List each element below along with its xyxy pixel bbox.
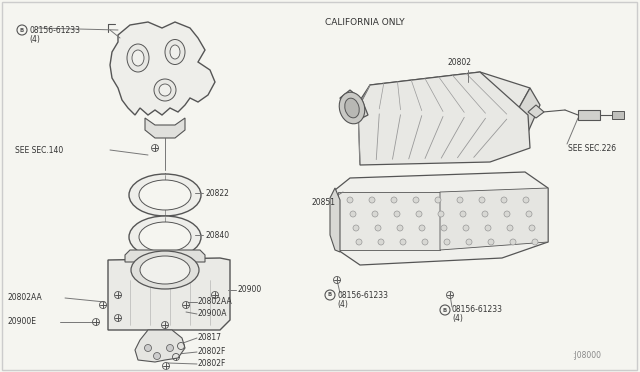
Ellipse shape <box>170 45 180 59</box>
Ellipse shape <box>127 44 149 72</box>
Ellipse shape <box>416 211 422 217</box>
Polygon shape <box>108 258 230 330</box>
Ellipse shape <box>438 211 444 217</box>
Polygon shape <box>110 22 215 115</box>
Text: 20851: 20851 <box>312 198 336 206</box>
Ellipse shape <box>463 225 469 231</box>
Ellipse shape <box>129 174 201 216</box>
Polygon shape <box>145 118 185 138</box>
Ellipse shape <box>159 84 171 96</box>
Ellipse shape <box>394 211 400 217</box>
Ellipse shape <box>441 225 447 231</box>
Text: 20817: 20817 <box>198 334 222 343</box>
Text: 20900A: 20900A <box>198 310 227 318</box>
Polygon shape <box>125 250 205 262</box>
Text: 20802F: 20802F <box>198 347 227 356</box>
Ellipse shape <box>526 211 532 217</box>
Ellipse shape <box>507 225 513 231</box>
Text: 08156-61233: 08156-61233 <box>29 26 80 35</box>
Polygon shape <box>335 172 548 265</box>
Polygon shape <box>440 188 548 250</box>
Text: 20900: 20900 <box>238 285 262 295</box>
Ellipse shape <box>391 197 397 203</box>
Text: SEE SEC.226: SEE SEC.226 <box>568 144 616 153</box>
Ellipse shape <box>529 225 535 231</box>
Ellipse shape <box>339 92 365 124</box>
FancyBboxPatch shape <box>578 110 600 120</box>
Ellipse shape <box>140 256 190 284</box>
Ellipse shape <box>479 197 485 203</box>
Text: 20900E: 20900E <box>8 317 37 327</box>
Text: SEE SEC.140: SEE SEC.140 <box>15 145 63 154</box>
Ellipse shape <box>523 197 529 203</box>
Ellipse shape <box>501 197 507 203</box>
Ellipse shape <box>504 211 510 217</box>
Text: B: B <box>20 28 24 32</box>
Ellipse shape <box>154 79 176 101</box>
Ellipse shape <box>356 239 362 245</box>
Ellipse shape <box>457 197 463 203</box>
Ellipse shape <box>139 180 191 210</box>
Polygon shape <box>358 72 530 165</box>
Text: 20802: 20802 <box>448 58 472 67</box>
Polygon shape <box>515 88 540 132</box>
Ellipse shape <box>444 239 450 245</box>
Text: B: B <box>443 308 447 312</box>
Ellipse shape <box>139 222 191 252</box>
Ellipse shape <box>165 39 185 64</box>
Text: :J08000: :J08000 <box>572 350 601 359</box>
Ellipse shape <box>400 239 406 245</box>
Ellipse shape <box>375 225 381 231</box>
Text: 08156-61233: 08156-61233 <box>452 305 503 314</box>
Text: CALIFORNIA ONLY: CALIFORNIA ONLY <box>325 17 404 26</box>
Polygon shape <box>330 188 340 252</box>
Polygon shape <box>338 192 440 250</box>
Text: 20822: 20822 <box>205 189 229 198</box>
Ellipse shape <box>166 344 173 352</box>
Ellipse shape <box>460 211 466 217</box>
Ellipse shape <box>129 216 201 258</box>
Ellipse shape <box>131 251 199 289</box>
Ellipse shape <box>372 211 378 217</box>
Ellipse shape <box>397 225 403 231</box>
Text: (4): (4) <box>29 35 40 44</box>
Text: B: B <box>328 292 332 298</box>
Ellipse shape <box>345 98 359 118</box>
FancyBboxPatch shape <box>612 111 624 119</box>
Ellipse shape <box>347 197 353 203</box>
Polygon shape <box>135 330 185 362</box>
Text: (4): (4) <box>452 314 463 324</box>
Ellipse shape <box>369 197 375 203</box>
Ellipse shape <box>482 211 488 217</box>
Ellipse shape <box>145 344 152 352</box>
Text: 20802AA: 20802AA <box>8 294 43 302</box>
Ellipse shape <box>488 239 494 245</box>
Ellipse shape <box>532 239 538 245</box>
Ellipse shape <box>132 50 144 66</box>
Ellipse shape <box>485 225 491 231</box>
Polygon shape <box>340 90 368 120</box>
Ellipse shape <box>510 239 516 245</box>
Ellipse shape <box>353 225 359 231</box>
Ellipse shape <box>466 239 472 245</box>
Text: 20802F: 20802F <box>198 359 227 369</box>
Text: 08156-61233: 08156-61233 <box>337 291 388 299</box>
Text: 20802AA: 20802AA <box>198 298 233 307</box>
Ellipse shape <box>378 239 384 245</box>
Polygon shape <box>528 105 544 118</box>
Text: (4): (4) <box>337 299 348 308</box>
Text: 20840: 20840 <box>205 231 229 240</box>
Ellipse shape <box>154 353 161 359</box>
Ellipse shape <box>422 239 428 245</box>
Polygon shape <box>355 72 530 128</box>
Ellipse shape <box>413 197 419 203</box>
Ellipse shape <box>435 197 441 203</box>
Ellipse shape <box>350 211 356 217</box>
Ellipse shape <box>419 225 425 231</box>
